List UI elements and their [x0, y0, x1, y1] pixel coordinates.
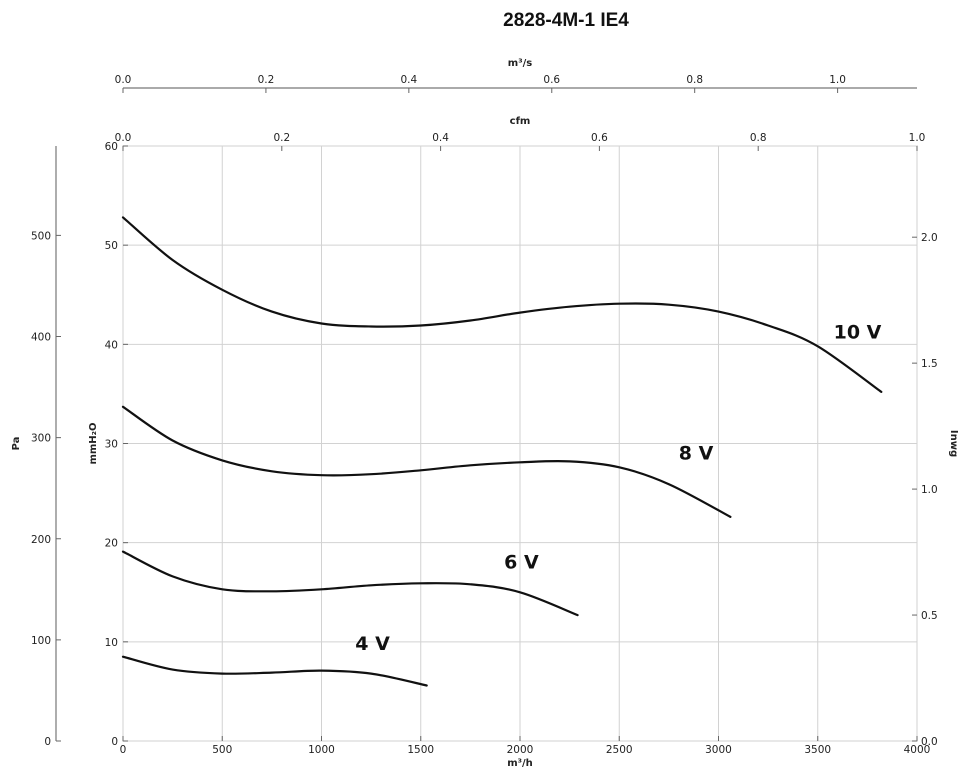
x-tick-label: 0	[120, 744, 127, 756]
ms-tick-label: 0.4	[400, 74, 417, 86]
chart-title: 2828-4M-1 IE4	[503, 10, 629, 31]
curve-4v	[121, 655, 428, 687]
pa-tick-label: 0	[44, 736, 51, 748]
pa-axis-title: Pa	[11, 437, 22, 451]
series-label-4v: 4 V	[355, 633, 390, 655]
ms-tick-label: 0.8	[686, 74, 703, 86]
cfm-tick-label: 0.4	[432, 132, 449, 144]
inwg-axis-title: Inwg	[948, 430, 959, 457]
x-tick-label: 3000	[705, 744, 732, 756]
y-tick-label: 0	[111, 736, 118, 748]
labels-layer: 10 V 8 V 6 V 4 V	[355, 321, 881, 654]
pa-tick-label: 500	[31, 230, 51, 242]
x-tick-label: 500	[212, 744, 232, 756]
cfm-axis-title: cfm	[510, 116, 531, 127]
y-tick-label: 60	[105, 141, 118, 153]
x-tick-label: 1500	[407, 744, 434, 756]
pa-tick-label: 100	[31, 635, 51, 647]
x-tick-label: 1000	[308, 744, 335, 756]
curve-10v	[121, 216, 883, 393]
ms-tick-label: 0.2	[258, 74, 275, 86]
series-label-8v: 8 V	[679, 442, 714, 464]
cfm-tick-label: 0.8	[750, 132, 767, 144]
pa-tick-label: 400	[31, 332, 51, 344]
grid-layer	[122, 145, 918, 742]
cfm-tick-label: 0.6	[591, 132, 608, 144]
y-tick-label: 10	[105, 637, 118, 649]
curves-layer	[121, 216, 883, 687]
pa-tick-label: 200	[31, 534, 51, 546]
x-tick-label: 2500	[606, 744, 633, 756]
y-tick-label: 40	[105, 339, 118, 351]
ms-tick-label: 0.0	[115, 74, 132, 86]
curve-6v	[121, 550, 579, 617]
inwg-tick-label: 0.0	[921, 736, 938, 748]
ms-axis-title: m³/s	[508, 58, 532, 69]
y-axis-title: mmH₂O	[88, 422, 99, 464]
inwg-tick-label: 0.5	[921, 610, 938, 622]
cfm-tick-label: 1.0	[909, 132, 926, 144]
y-tick-label: 50	[105, 240, 118, 252]
inwg-tick-label: 2.0	[921, 232, 938, 244]
ms-tick-label: 0.6	[543, 74, 560, 86]
pa-tick-label: 300	[31, 433, 51, 445]
series-label-10v: 10 V	[834, 321, 882, 343]
curve-8v	[121, 405, 732, 518]
y-tick-label: 30	[105, 439, 118, 451]
x-tick-label: 2000	[507, 744, 534, 756]
x-axis-title: m³/h	[507, 758, 533, 769]
inwg-tick-label: 1.0	[921, 484, 938, 496]
x-tick-label: 3500	[804, 744, 831, 756]
x-tick-label: 4000	[904, 744, 931, 756]
inwg-tick-label: 1.5	[921, 358, 938, 370]
y-tick-label: 20	[105, 538, 118, 550]
cfm-tick-label: 0.0	[115, 132, 132, 144]
ms-tick-label: 1.0	[829, 74, 846, 86]
cfm-tick-label: 0.2	[273, 132, 290, 144]
series-label-6v: 6 V	[504, 551, 539, 573]
axes-layer: 0 500 1000 1500 2000 2500 3000 3500 4000m³/h0102…	[11, 58, 959, 769]
